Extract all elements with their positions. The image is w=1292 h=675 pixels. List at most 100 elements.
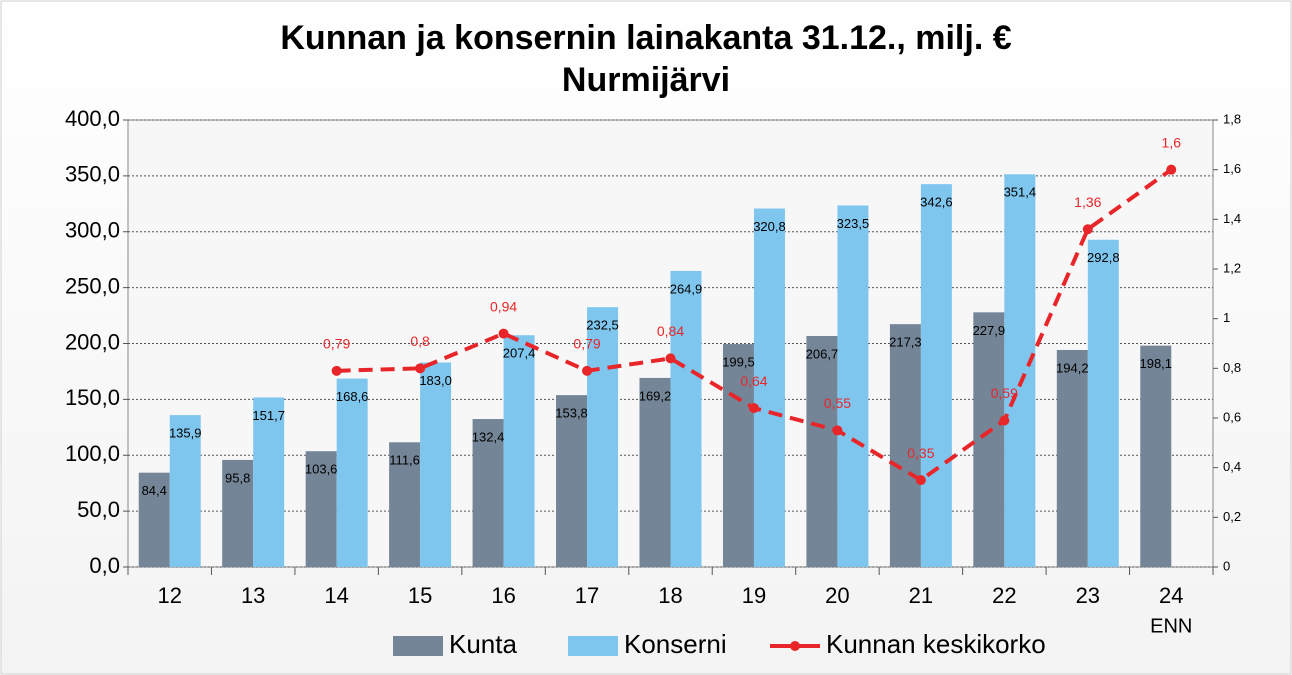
data-label: 232,5 (586, 318, 619, 333)
data-label: 168,6 (336, 389, 369, 404)
legend-swatch (790, 641, 800, 651)
data-label: 1,36 (1074, 194, 1101, 210)
x-tick-label: 12 (157, 583, 181, 608)
x-tick-label: 21 (909, 583, 933, 608)
bar (1004, 174, 1036, 568)
bar (1140, 345, 1172, 567)
x-tick-label: 14 (324, 583, 348, 608)
data-label: 183,0 (419, 373, 452, 388)
data-label: 0,59 (991, 385, 1018, 401)
x-tick-label: 20 (825, 583, 849, 608)
y2-tick-label: 0,6 (1223, 409, 1241, 424)
legend-label: Kunta (449, 629, 517, 659)
data-label: 84,4 (142, 483, 167, 498)
y-tick-label: 400,0 (65, 106, 120, 131)
y2-tick-label: 1,6 (1223, 161, 1241, 176)
bar (169, 415, 201, 567)
bar (222, 459, 254, 567)
x-tick-label: 18 (658, 583, 682, 608)
bar (472, 419, 504, 567)
bar (1087, 239, 1119, 567)
data-label: 0,35 (907, 445, 934, 461)
x-tick-label: 13 (241, 583, 265, 608)
bar (753, 208, 785, 568)
x-tick-label: 17 (575, 583, 599, 608)
legend-label: Kunnan keskikorko (826, 629, 1046, 659)
bar (973, 312, 1005, 567)
y-tick-label: 50,0 (77, 497, 120, 522)
bar (420, 362, 452, 567)
y2-tick-label: 0,4 (1223, 459, 1241, 474)
line-point (915, 475, 926, 486)
category-note: ENN (1150, 615, 1192, 637)
x-tick-label: 22 (992, 583, 1016, 608)
line-point (999, 415, 1010, 426)
data-label: 206,7 (806, 346, 839, 361)
data-label: 1,6 (1162, 134, 1182, 150)
data-label: 342,6 (920, 195, 953, 210)
data-label: 0,79 (323, 336, 350, 352)
y-tick-label: 100,0 (65, 441, 120, 466)
data-label: 207,4 (503, 346, 536, 361)
bar (305, 451, 337, 567)
data-label: 169,2 (639, 388, 672, 403)
line-point (748, 403, 759, 414)
data-label: 0,94 (490, 298, 517, 314)
x-tick-label: 16 (491, 583, 515, 608)
data-label: 132,4 (472, 429, 505, 444)
bar (556, 395, 588, 567)
bar (587, 307, 619, 567)
bar (503, 335, 535, 567)
y2-tick-label: 1 (1223, 310, 1230, 325)
chart-subtitle: Nurmijärvi (562, 61, 730, 99)
x-tick-label: 15 (408, 583, 432, 608)
bar (806, 336, 838, 567)
data-label: 264,9 (670, 281, 703, 296)
data-label: 194,2 (1056, 360, 1089, 375)
data-label: 95,8 (225, 470, 250, 485)
y-tick-label: 300,0 (65, 218, 120, 243)
data-label: 151,7 (252, 408, 285, 423)
data-label: 320,8 (753, 219, 786, 234)
bar (336, 378, 368, 567)
y2-tick-label: 1,4 (1223, 211, 1241, 226)
y-tick-label: 200,0 (65, 329, 120, 354)
bar (670, 270, 702, 567)
chart-title: Kunnan ja konsernin lainakanta 31.12., m… (280, 19, 1011, 57)
legend-swatch (393, 636, 443, 656)
data-label: 292,8 (1087, 250, 1120, 265)
x-tick-label: 19 (742, 583, 766, 608)
line-point (1166, 164, 1177, 175)
line-point (331, 365, 342, 376)
legend-label: Konserni (624, 629, 727, 659)
data-label: 198,1 (1139, 356, 1172, 371)
data-label: 351,4 (1004, 185, 1037, 200)
line-point (415, 363, 426, 374)
line-point (498, 328, 509, 339)
data-label: 0,55 (824, 395, 851, 411)
data-label: 0,8 (410, 333, 430, 349)
legend-swatch (568, 636, 618, 656)
y2-tick-label: 1,2 (1223, 260, 1241, 275)
line-point (665, 353, 676, 364)
bar (722, 344, 754, 567)
data-label: 0,84 (657, 323, 684, 339)
bar (920, 184, 952, 567)
y2-tick-label: 0,2 (1223, 509, 1241, 524)
x-tick-label: 24 (1159, 583, 1183, 608)
bar (138, 472, 170, 567)
bar (639, 377, 671, 567)
y2-tick-label: 0 (1223, 558, 1230, 573)
data-label: 103,6 (305, 462, 338, 477)
y-tick-label: 150,0 (65, 385, 120, 410)
y2-tick-label: 1,8 (1223, 111, 1241, 126)
line-point (832, 425, 843, 436)
bar (253, 397, 285, 567)
data-label: 199,5 (722, 354, 755, 369)
y-tick-label: 250,0 (65, 273, 120, 298)
data-label: 227,9 (973, 323, 1006, 338)
bar (389, 442, 421, 567)
data-label: 217,3 (889, 335, 922, 350)
bar (1056, 349, 1088, 567)
x-tick-label: 23 (1076, 583, 1100, 608)
